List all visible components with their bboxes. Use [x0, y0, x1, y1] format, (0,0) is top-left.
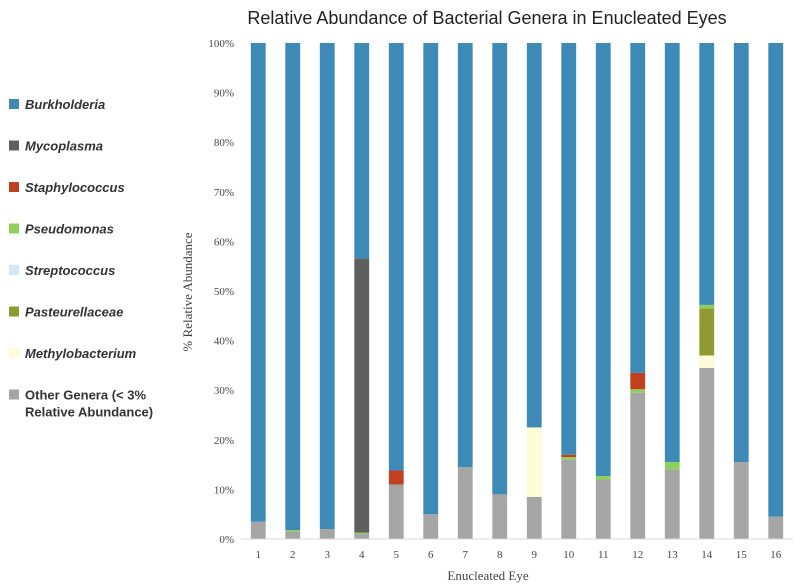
- bar-segment-pseudomonas: [630, 389, 646, 393]
- bar-segment-burkholderia: [733, 43, 749, 463]
- bar-segment-burkholderia: [595, 43, 611, 477]
- bar-segment-other: [595, 479, 611, 539]
- legend-label: Methylobacterium: [25, 346, 137, 361]
- bar-segment-pseudomonas: [595, 476, 611, 480]
- bar-segment-burkholderia: [492, 43, 508, 495]
- bar-segment-other: [492, 494, 508, 539]
- legend-swatch: [9, 223, 19, 234]
- legend-swatch: [9, 389, 19, 400]
- y-tick-label: 90%: [214, 88, 234, 100]
- bar-segment-burkholderia: [561, 43, 577, 455]
- legend-label: Burkholderia: [25, 97, 105, 112]
- bar-segment-staphylococcus: [630, 372, 646, 390]
- y-tick-label: 10%: [214, 484, 234, 496]
- bar-segment-burkholderia: [354, 43, 370, 259]
- bar-segment-other: [526, 496, 542, 539]
- legend-swatch: [9, 348, 19, 358]
- x-tick-label: 2: [290, 549, 296, 561]
- bar-segment-other: [388, 484, 404, 539]
- y-tick-label: 60%: [214, 236, 234, 248]
- x-tick-label: 5: [394, 549, 400, 561]
- bars: [250, 43, 784, 539]
- bar-segment-methylobacterium: [526, 427, 542, 497]
- y-tick-label: 50%: [214, 286, 234, 298]
- legend-swatch: [9, 306, 19, 317]
- bar-segment-other: [250, 521, 266, 539]
- bar-segment-pseudomonas: [285, 530, 301, 532]
- bar-segment-other: [285, 531, 301, 539]
- y-tick-label: 0%: [219, 534, 234, 546]
- x-tick-label: 7: [463, 549, 469, 561]
- bar-segment-burkholderia: [630, 43, 646, 373]
- legend-swatch: [9, 99, 19, 109]
- x-tick-label: 12: [632, 549, 643, 561]
- bar-segment-other: [699, 367, 715, 539]
- bar-segment-pseudomonas: [354, 532, 370, 535]
- x-tick-label: 6: [428, 549, 434, 561]
- bar-segment-other: [423, 514, 439, 539]
- bar-segment-other: [630, 392, 646, 539]
- x-tick-label: 9: [532, 549, 538, 561]
- legend-label: Streptococcus: [25, 263, 115, 278]
- x-tick-label: 15: [736, 549, 748, 561]
- y-tick-label: 70%: [214, 187, 234, 199]
- y-tick-label: 80%: [214, 137, 234, 149]
- y-tick-label: 30%: [214, 385, 234, 397]
- bar-segment-other: [664, 469, 680, 539]
- bar-segment-burkholderia: [768, 43, 784, 517]
- bar-segment-burkholderia: [664, 43, 680, 463]
- bar-segment-pseudomonas: [561, 457, 577, 460]
- legend-label: Other Genera (< 3% Relative Abundance): [25, 388, 153, 420]
- y-axis-label: % Relative Abundance: [180, 232, 195, 351]
- legend-label: Staphylococcus: [25, 180, 125, 195]
- x-axis-label: Enucleated Eye: [447, 568, 528, 583]
- y-axis: 0% 10% 20% 30% 40% 50% 60% 70% 80% 90% 100%: [208, 38, 234, 546]
- bar-segment-other: [768, 516, 784, 539]
- bar-segment-methylobacterium: [699, 355, 715, 368]
- legend-label: Pasteurellaceae: [25, 305, 123, 320]
- bar-segment-pasteurellaceae: [699, 308, 715, 356]
- x-tick-label: 14: [701, 549, 713, 561]
- bar-segment-burkholderia: [285, 43, 301, 531]
- bar-segment-staphylococcus: [388, 470, 404, 485]
- bar-segment-burkholderia: [250, 43, 266, 522]
- x-tick-label: 8: [497, 549, 503, 561]
- x-tick-label: 16: [770, 549, 782, 561]
- bar-segment-mycoplasma: [354, 258, 370, 533]
- bar-segment-other: [733, 462, 749, 539]
- bar-segment-burkholderia: [457, 43, 473, 468]
- y-tick-label: 100%: [208, 38, 234, 50]
- x-tick-label: 4: [359, 549, 365, 561]
- legend-label: Mycoplasma: [25, 139, 103, 154]
- bar-segment-burkholderia: [526, 43, 542, 428]
- bar-segment-burkholderia: [699, 43, 715, 305]
- x-tick-label: 11: [598, 549, 609, 561]
- chart-title: Relative Abundance of Bacterial Genera i…: [247, 8, 726, 28]
- x-tick-label: 3: [325, 549, 331, 561]
- x-axis: 1 2 3 4 5 6 7 8 9 10 11 12 13 14 15 16: [241, 538, 793, 561]
- x-tick-label: 10: [563, 549, 575, 561]
- bar-segment-other: [354, 534, 370, 539]
- bar-segment-pseudomonas: [699, 304, 715, 309]
- y-tick-label: 20%: [214, 435, 234, 447]
- bar-segment-other: [319, 529, 335, 539]
- bar-segment-staphylococcus: [561, 454, 577, 458]
- bar-segment-burkholderia: [388, 43, 404, 471]
- bar-segment-other: [457, 467, 473, 539]
- legend-swatch: [9, 182, 19, 192]
- x-tick-label: 1: [256, 549, 262, 561]
- bar-segment-burkholderia: [423, 43, 439, 515]
- legend-swatch: [9, 140, 19, 151]
- bar-segment-burkholderia: [319, 43, 335, 530]
- legend-label: Pseudomonas: [25, 222, 114, 237]
- legend-swatch: [9, 265, 19, 275]
- legend: Burkholderia Mycoplasma Staphylococcus Pseu…: [9, 97, 153, 420]
- x-tick-label: 13: [667, 549, 679, 561]
- y-tick-label: 40%: [214, 336, 234, 348]
- bar-segment-other: [561, 459, 577, 539]
- bar-segment-pseudomonas: [664, 462, 680, 470]
